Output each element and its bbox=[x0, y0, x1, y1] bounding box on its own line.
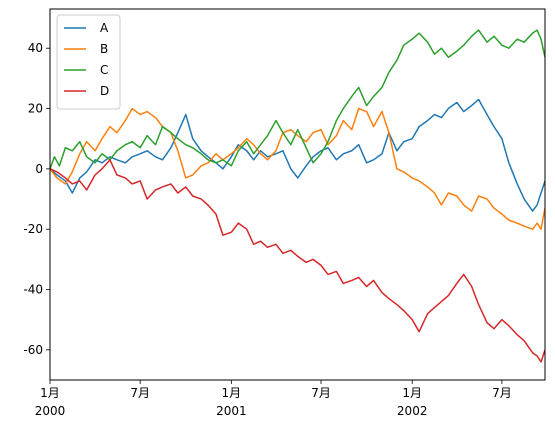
series-line-c bbox=[50, 29, 545, 170]
legend-label-d: D bbox=[100, 84, 109, 98]
legend-label-b: B bbox=[100, 42, 108, 56]
series-line-a bbox=[50, 98, 545, 212]
plot-background bbox=[50, 9, 545, 380]
x-tick-year-label: 2000 bbox=[35, 404, 66, 418]
y-tick-label: -60 bbox=[23, 343, 43, 357]
x-tick-label: 1月 bbox=[222, 386, 242, 400]
x-axis: 1月 2000 7月 1月 2001 7月 1月 2002 7月 bbox=[35, 380, 512, 418]
legend-label-c: C bbox=[100, 63, 108, 77]
x-tick-label: 7月 bbox=[311, 386, 331, 400]
series-layer bbox=[50, 29, 545, 363]
x-tick-label: 1月 bbox=[402, 386, 422, 400]
y-tick-label: 0 bbox=[35, 162, 43, 176]
x-tick-label: 1月 bbox=[40, 386, 60, 400]
y-axis: -60 -40 -20 0 20 40 bbox=[23, 41, 50, 357]
x-tick-year-label: 2001 bbox=[216, 404, 247, 418]
x-tick-year-label: 2002 bbox=[397, 404, 428, 418]
plot-frame bbox=[49, 8, 546, 381]
legend-box bbox=[56, 14, 121, 110]
y-tick-label: 40 bbox=[28, 41, 43, 55]
series-line-d bbox=[50, 159, 545, 363]
y-tick-label: -20 bbox=[23, 222, 43, 236]
x-tick-label: 7月 bbox=[130, 386, 150, 400]
y-tick-label: -40 bbox=[23, 283, 43, 297]
x-tick-label: 7月 bbox=[492, 386, 512, 400]
legend-label-a: A bbox=[100, 21, 109, 35]
y-tick-label: 20 bbox=[28, 102, 43, 116]
